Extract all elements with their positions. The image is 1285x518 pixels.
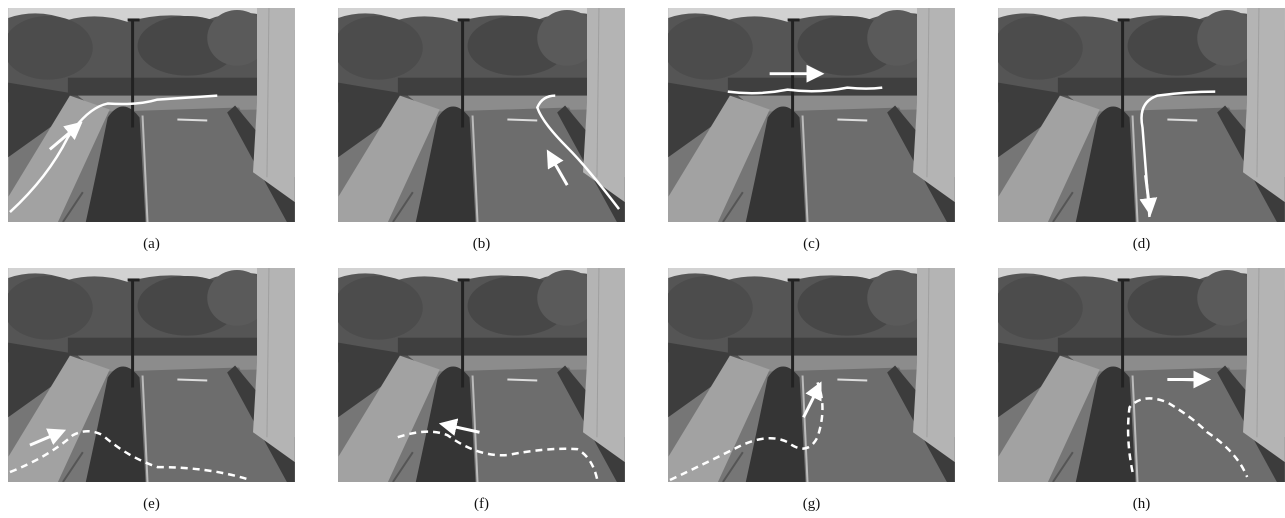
scene-photo (993, 268, 1285, 482)
figure: (a) (b) (c) (d) (e) (f) (g) (h) (0, 0, 1285, 518)
panel (333, 268, 625, 482)
panel-label: (g) (803, 496, 821, 512)
scene-photo (3, 268, 295, 482)
panel-label: (d) (1133, 236, 1151, 252)
panel-label: (b) (473, 236, 491, 252)
panel (333, 8, 625, 222)
panel (993, 268, 1285, 482)
panel (3, 268, 295, 482)
scene-photo (333, 8, 625, 222)
panel-label: (e) (143, 496, 160, 512)
scene-photo (333, 268, 625, 482)
panel (3, 8, 295, 222)
panel (993, 8, 1285, 222)
panel-label: (a) (143, 236, 160, 252)
panel (663, 8, 955, 222)
scene-photo (993, 8, 1285, 222)
panel-label: (h) (1133, 496, 1151, 512)
scene-photo (663, 8, 955, 222)
scene-photo (3, 8, 295, 222)
panel-label: (f) (474, 496, 489, 512)
panel (663, 268, 955, 482)
scene-photo (663, 268, 955, 482)
panel-label: (c) (803, 236, 820, 252)
page: (a)(b)(c)(d)(e)(f)(g)(h) (() => { const … (0, 0, 1285, 518)
